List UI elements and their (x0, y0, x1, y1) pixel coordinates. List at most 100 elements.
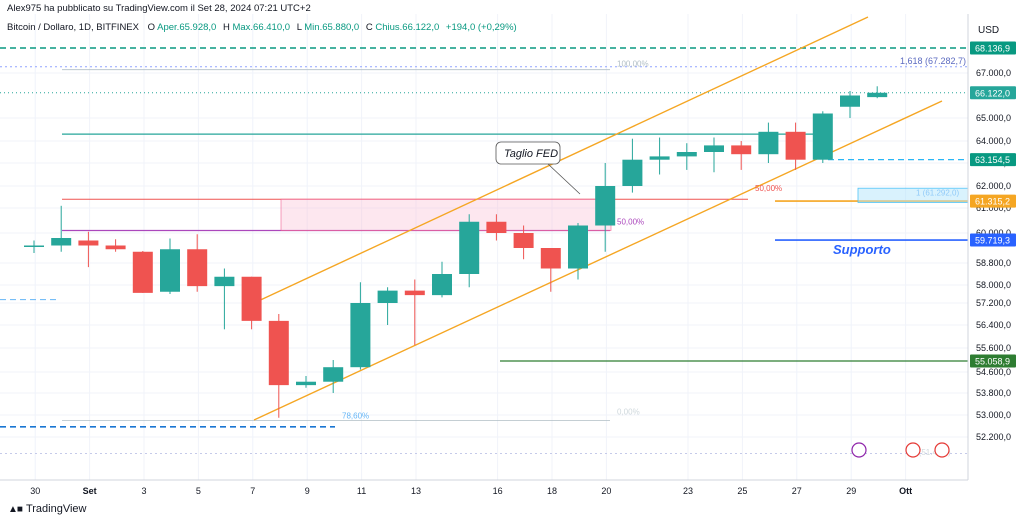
tradingview-brand[interactable]: ▲■ TradingView (8, 503, 86, 515)
axes: 67.000,065.000,064.000,063.000,062.000,0… (0, 14, 1011, 496)
time-tick-label: 29 (846, 486, 856, 496)
candle-body (731, 145, 752, 155)
currency-label: USD (978, 25, 1000, 36)
tradingview-logo-icon: ▲■ (8, 503, 23, 515)
candle-body (132, 251, 153, 293)
close-label: C (365, 22, 373, 33)
price-label-text: 55.058,9 (975, 356, 1010, 366)
candle-body (432, 274, 452, 296)
fib-786-label: 78,60% (342, 412, 369, 421)
candle-body (513, 233, 534, 248)
price-tick-label: 58.000,0 (976, 280, 1011, 290)
fib-50-purple-label: 50,00% (617, 218, 644, 227)
candle-body (350, 303, 371, 368)
lightning-event-icon (851, 442, 867, 458)
candle-body (649, 156, 670, 160)
time-tick-label: 9 (305, 486, 310, 496)
price-tick-label: 54.600,0 (976, 367, 1011, 377)
candle-body (268, 320, 289, 386)
time-tick-label: 13 (411, 486, 421, 496)
price-tick-label: 58.800,0 (976, 258, 1011, 268)
close-value: Chius.66.122,0 (375, 22, 440, 33)
price-tick-label: 64.000,0 (976, 136, 1011, 146)
candle-body (459, 221, 480, 274)
candle-body (78, 240, 99, 246)
candle-body (323, 367, 344, 382)
candle-body (785, 131, 806, 160)
candle-body (867, 92, 888, 98)
fib-100-label: 100,00% (617, 60, 649, 69)
fib-50-red-label: 50,00% (755, 184, 782, 193)
time-tick-label: 23 (683, 486, 693, 496)
candle-body (214, 276, 235, 287)
price-label-text: 59.719,3 (975, 236, 1010, 246)
callout-box (495, 141, 561, 165)
candles (24, 86, 888, 418)
price-tick-label: 55.600,0 (976, 343, 1011, 353)
publisher-line: Alex975 ha pubblicato su TradingView.com… (7, 3, 311, 14)
candle-body (704, 145, 724, 152)
time-tick-label: 20 (601, 486, 611, 496)
price-label-bg (970, 194, 1016, 208)
candle-body (622, 159, 643, 186)
candle-body (486, 221, 507, 233)
demand-zone (280, 198, 612, 231)
candle-body (296, 381, 316, 386)
symbol-name[interactable]: Bitcoin / Dollaro, 1D, BITFINEX (7, 22, 139, 33)
fib-0-label: 0,00% (617, 408, 640, 417)
time-tick-label: 11 (357, 486, 366, 496)
price-tick-label: 60.000,0 (976, 228, 1011, 238)
price-tick-label: 61.000,0 (976, 203, 1011, 213)
fib-bottom-label: 0 (51.4?,0) (912, 448, 951, 457)
candle-body (840, 95, 860, 107)
us-flag-event-icon (905, 442, 921, 458)
supporto-label: Supporto (833, 242, 891, 257)
candle-body (187, 249, 208, 287)
candle-body (377, 290, 398, 303)
price-label-text: 61.315,2 (975, 197, 1010, 207)
price-label-text: 68.136,9 (975, 44, 1010, 54)
candle-body (812, 113, 833, 160)
callout-pointer (547, 163, 581, 195)
candle-body (676, 152, 697, 157)
price-label-bg (970, 86, 1016, 100)
price-tick-label: 57.200,0 (976, 298, 1011, 308)
price-labels: 68.136,9 66.122,0 63.154,5 61.315,2 59.719,3… (970, 41, 1016, 368)
price-label-bg (970, 233, 1016, 247)
candle-body (51, 238, 72, 246)
price-tick-label: 56.400,0 (976, 320, 1011, 330)
price-tick-label: 67.000,0 (976, 68, 1011, 78)
channel-upper-line (253, 16, 869, 304)
grid (0, 14, 968, 480)
time-tick-label: 16 (493, 486, 503, 496)
ohlc-bar: Bitcoin / Dollaro, 1D, BITFINEX O Aper.6… (7, 22, 517, 33)
low-label: L (296, 22, 302, 33)
taglio-fed-label: Taglio FED (504, 148, 558, 160)
price-tick-label: 65.000,0 (976, 113, 1011, 123)
fib-box-label: 1 (61.292,0) (916, 189, 959, 198)
high-value: Max.66.410,0 (232, 22, 291, 33)
candle-body (160, 249, 180, 292)
fib-1618-label: 1,618 (67.282,7) (900, 56, 966, 66)
candle-body (404, 290, 425, 296)
price-tick-label: 53.800,0 (976, 388, 1011, 398)
candle-body (540, 248, 561, 269)
candle-body (595, 186, 616, 226)
low-value: Min.65.880,0 (304, 22, 360, 33)
time-tick-label: 27 (792, 486, 802, 496)
time-tick-label: 3 (141, 486, 146, 496)
time-tick-label: 18 (547, 486, 557, 496)
change-value: +194,0 (+0,29%) (445, 22, 517, 33)
time-tick-label: 25 (737, 486, 747, 496)
candle-body (105, 245, 126, 250)
time-tick-label: 7 (250, 486, 255, 496)
brand-name: TradingView (25, 503, 87, 515)
price-tick-label: 62.000,0 (976, 181, 1011, 191)
time-tick-label: Set (83, 486, 97, 496)
price-label-text: 63.154,5 (975, 155, 1010, 165)
high-label: H (222, 22, 230, 33)
time-tick-label: 5 (196, 486, 201, 496)
price-label-bg (970, 153, 1016, 167)
drawing-overlays: 1,618 (67.282,7) 100,00% 50,00% 50,00% 78,60… (0, 16, 969, 458)
